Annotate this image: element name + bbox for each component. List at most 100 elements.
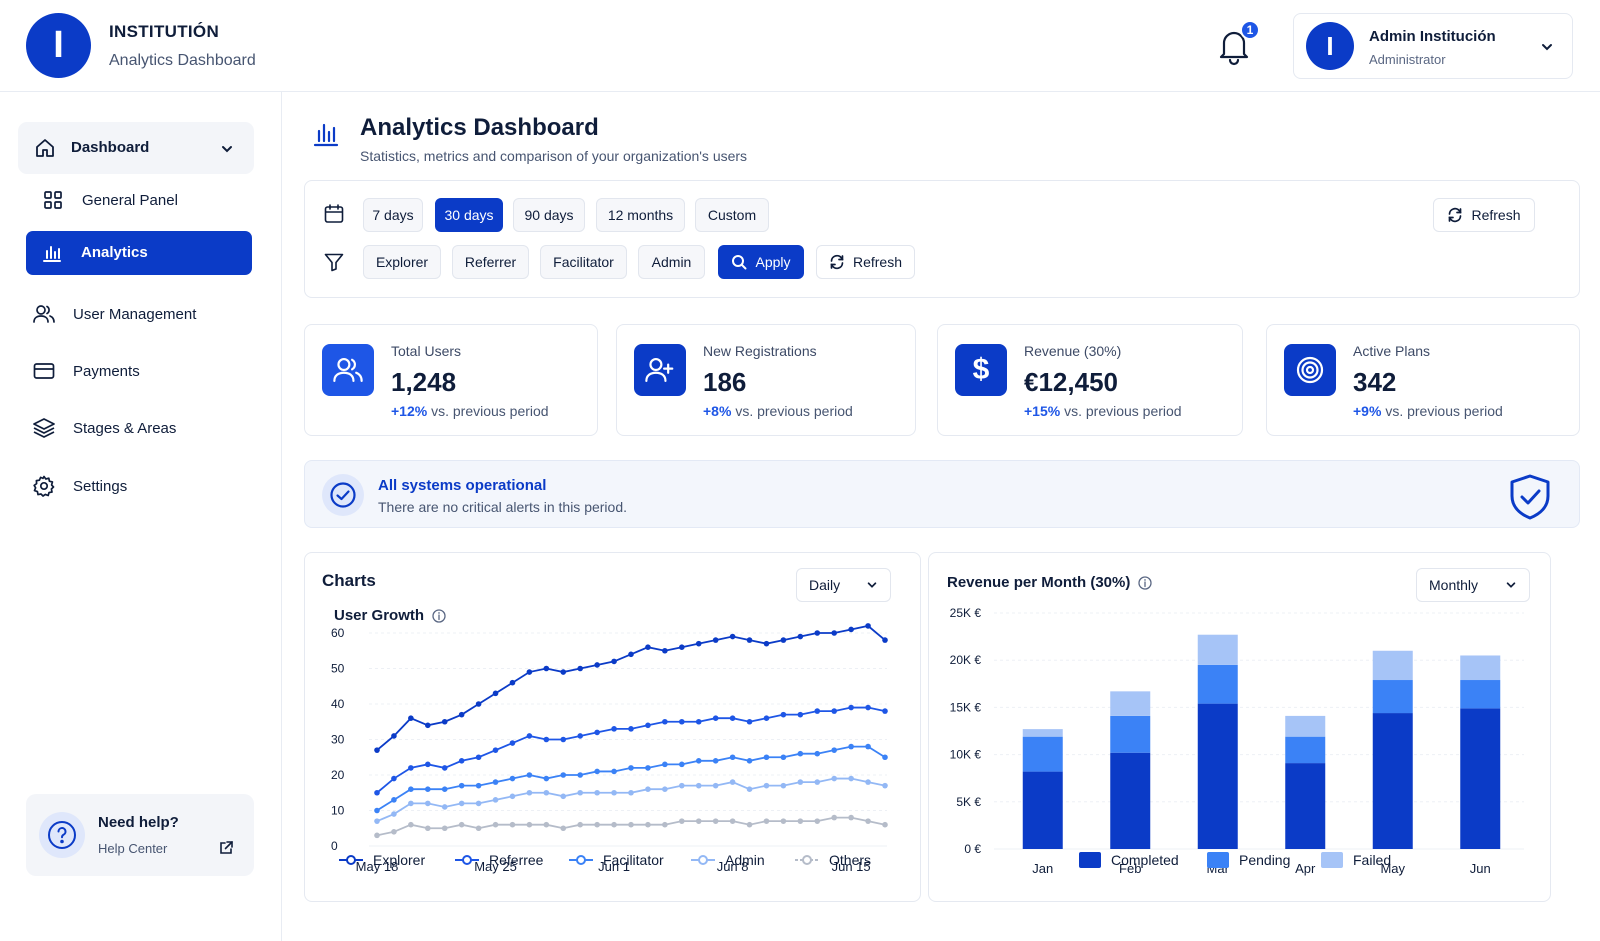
y-tick-label: 15K € — [950, 700, 982, 714]
stat-value: 1,248 — [391, 367, 457, 397]
revenue-period-value: Monthly — [1429, 577, 1479, 593]
period-7-days[interactable]: 7 days — [363, 198, 423, 232]
y-tick-label: 25K € — [950, 606, 982, 620]
data-point — [882, 754, 888, 761]
data-point — [679, 782, 685, 789]
help-center-link[interactable]: Help Center — [98, 841, 168, 856]
info-icon[interactable] — [1138, 576, 1153, 590]
help-title: Need help? — [98, 814, 179, 831]
data-point — [408, 786, 414, 792]
role-explorer[interactable]: Explorer — [363, 245, 441, 279]
period-custom[interactable]: Custom — [695, 198, 769, 232]
data-point — [526, 669, 533, 675]
period-12-months[interactable]: 12 months — [596, 198, 685, 232]
data-point — [475, 754, 482, 761]
data-point — [475, 825, 482, 832]
sidebar-item-dashboard[interactable]: Dashboard — [18, 122, 254, 174]
data-point — [425, 761, 431, 768]
data-point — [865, 779, 871, 785]
role-admin[interactable]: Admin — [638, 245, 705, 279]
data-point — [509, 821, 516, 828]
role-referrer[interactable]: Referrer — [452, 245, 529, 279]
sidebar-item-stages-areas[interactable]: Stages & Areas — [33, 417, 176, 439]
data-point — [797, 750, 804, 757]
y-tick-label: 60 — [331, 626, 345, 640]
sidebar-item-payments[interactable]: Payments — [33, 360, 140, 382]
data-point — [560, 772, 567, 778]
data-point — [475, 701, 482, 707]
stat-value: 186 — [703, 367, 747, 397]
data-point — [797, 779, 804, 785]
series-referree — [374, 704, 888, 796]
brand-subtitle: Analytics Dashboard — [109, 52, 256, 69]
sidebar-item-settings[interactable]: Settings — [33, 475, 127, 497]
data-point — [645, 821, 651, 828]
sidebar-item-analytics[interactable]: Analytics — [26, 231, 252, 275]
sidebar-item-label: Payments — [73, 362, 140, 380]
data-point — [814, 708, 821, 714]
data-point — [645, 786, 651, 792]
refresh-button[interactable]: Refresh — [1433, 198, 1535, 232]
data-point — [763, 715, 770, 721]
data-point — [797, 711, 804, 718]
sidebar-item-user-management[interactable]: User Management — [33, 303, 196, 325]
revenue-bar-chart: 0 €5K €10K €15K €20K €25K €Jan Feb Mar Apr M… — [950, 606, 1524, 876]
data-point — [374, 747, 380, 753]
data-point — [712, 715, 719, 721]
external-link-icon[interactable] — [218, 840, 234, 856]
legend-item: Completed — [1079, 852, 1179, 868]
user-menu[interactable]: I Admin Institución Administrator — [1293, 13, 1573, 79]
data-point — [543, 789, 550, 796]
data-point — [543, 736, 550, 743]
granularity-select[interactable]: Daily — [796, 568, 891, 602]
data-point — [408, 821, 414, 828]
sidebar-item-label: Analytics — [81, 244, 148, 261]
sidebar-item-general-panel[interactable]: General Panel — [42, 189, 178, 211]
legend-marker — [346, 855, 356, 865]
layers-icon — [33, 417, 55, 439]
revenue-period-select[interactable]: Monthly — [1416, 568, 1530, 602]
data-point — [662, 821, 668, 828]
alert-title: All systems operational — [378, 477, 547, 494]
data-point — [374, 818, 380, 824]
period-90-days[interactable]: 90 days — [513, 198, 585, 232]
data-point — [611, 789, 617, 796]
sidebar-item-label: Settings — [73, 477, 128, 495]
sidebar-item-label: User Management — [73, 305, 197, 323]
data-point — [797, 818, 804, 824]
x-tick-label: May 18 — [356, 859, 399, 874]
bell-icon[interactable] — [1216, 26, 1252, 66]
apply-button[interactable]: Apply — [718, 245, 804, 279]
series-line — [376, 777, 886, 822]
legend-marker — [462, 855, 472, 865]
legend-item: Admin — [691, 852, 765, 868]
bar-failed — [1372, 650, 1413, 681]
sidebar: Dashboard General Panel Analytics User M… — [0, 92, 282, 941]
revenue-card: Revenue per Month (30%) Monthly 0 € 5K € 1… — [928, 552, 1551, 902]
legend-marker — [698, 855, 708, 865]
data-point — [492, 821, 499, 828]
data-point — [458, 711, 465, 718]
sidebar-item-label: Stages & Areas — [73, 419, 177, 437]
sidebar-item-label: Dashboard — [71, 139, 150, 156]
legend-label: Explorer — [373, 852, 425, 868]
shield-check-icon — [1510, 474, 1550, 520]
role-facilitator[interactable]: Facilitator — [540, 245, 627, 279]
help-card[interactable]: Need help? Help Center — [26, 794, 254, 876]
refresh-filters-button[interactable]: Refresh — [816, 245, 915, 279]
series-others — [374, 814, 888, 839]
info-icon[interactable] — [432, 609, 446, 623]
bar-pending — [1022, 736, 1063, 772]
data-point — [509, 679, 516, 686]
data-point — [865, 818, 871, 824]
data-point — [746, 718, 753, 725]
bar-pending — [1197, 664, 1238, 704]
period-30-days[interactable]: 30 days — [435, 198, 503, 232]
y-tick-label: 40 — [331, 697, 345, 711]
stat-change: +8% vs. previous period — [703, 403, 853, 419]
filter-icon — [324, 253, 344, 272]
bar-failed — [1110, 691, 1151, 716]
refresh-label: Refresh — [852, 254, 902, 270]
y-tick-label: 0 € — [964, 842, 981, 856]
bar-failed — [1197, 634, 1238, 665]
